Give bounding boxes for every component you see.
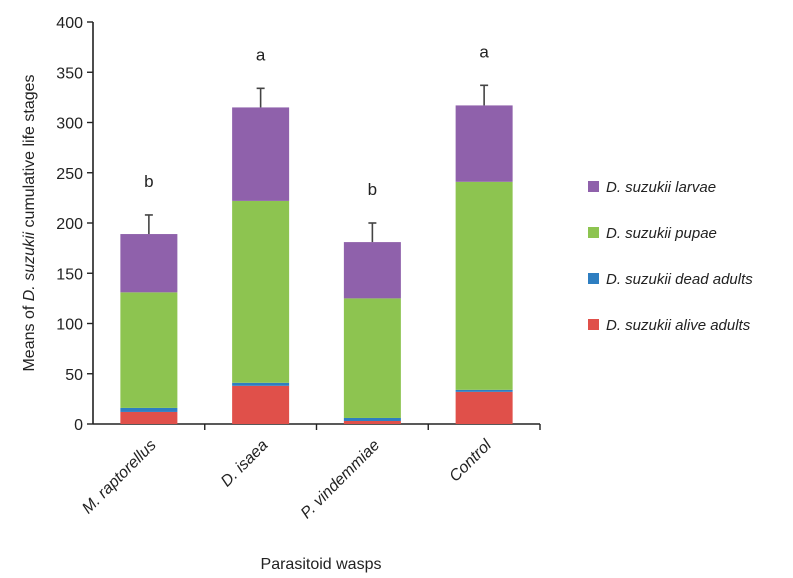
legend-label: D. suzukii pupae <box>606 225 717 242</box>
legend-label: D. suzukii larvae <box>606 179 716 196</box>
bar-segment <box>232 385 290 424</box>
bar-segment <box>232 200 290 383</box>
x-tick-label: D. isaea <box>218 437 272 491</box>
x-tick-label: P. vindemmiae <box>298 437 383 522</box>
bar-segment <box>455 181 513 390</box>
y-tick-label: 250 <box>56 166 83 183</box>
significance-label: b <box>144 172 153 191</box>
y-tick-label: 100 <box>56 317 83 334</box>
legend-swatch <box>588 227 599 238</box>
bar-segment <box>455 389 513 392</box>
y-axis-title-part-3: cumulative life stages <box>21 74 38 231</box>
y-tick-label: 400 <box>56 15 83 32</box>
y-tick-label: 350 <box>56 65 83 82</box>
x-tick-label: M. raptorellus <box>79 437 160 518</box>
y-tick-label: 200 <box>56 216 83 233</box>
bar-segment <box>120 407 178 412</box>
y-tick-label: 50 <box>65 367 83 384</box>
significance-label: a <box>479 42 489 61</box>
legend-swatch <box>588 319 599 330</box>
bar-segment <box>455 105 513 182</box>
bar-segment <box>120 411 178 424</box>
y-tick-label: 300 <box>56 116 83 133</box>
legend-swatch <box>588 181 599 192</box>
legend-swatch <box>588 273 599 284</box>
bar-segment <box>455 391 513 424</box>
bar-segment <box>120 234 178 293</box>
significance-label: a <box>256 45 266 64</box>
bar-segment <box>343 420 401 424</box>
x-tick-label: Control <box>446 436 495 485</box>
bar-segment <box>343 417 401 421</box>
significance-label: b <box>368 180 377 199</box>
plot-area: 0 50 100 150 200 250 300 350 400 b M. raptorellus a… <box>56 15 753 522</box>
legend-label: D. suzukii alive adults <box>606 317 751 334</box>
x-axis-title: Parasitoid wasps <box>261 556 382 573</box>
y-tick-label: 0 <box>74 417 83 434</box>
bar-segment <box>232 107 290 201</box>
y-axis-title-part-2: D. suzukii <box>21 231 38 301</box>
bar-segment <box>232 382 290 386</box>
bar-segment <box>120 292 178 408</box>
y-tick-label: 150 <box>56 266 83 283</box>
legend-label: D. suzukii dead adults <box>606 271 753 288</box>
bar-segment <box>343 298 401 418</box>
bar-segment <box>343 242 401 299</box>
y-axis-title: Means of D. suzukii cumulative life stag… <box>21 74 38 371</box>
y-axis-title-part-1: Means of <box>21 301 38 371</box>
